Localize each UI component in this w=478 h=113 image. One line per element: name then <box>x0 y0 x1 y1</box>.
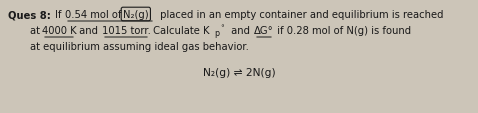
Text: Calculate K: Calculate K <box>150 26 209 36</box>
Text: °: ° <box>220 25 224 31</box>
Text: N₂(g): N₂(g) <box>123 10 149 20</box>
Text: N₂(g) ⇌ 2N(g): N₂(g) ⇌ 2N(g) <box>203 67 275 77</box>
Text: and: and <box>228 26 253 36</box>
Text: 1015 torr.: 1015 torr. <box>102 26 151 36</box>
Text: p: p <box>214 29 219 38</box>
Text: If: If <box>55 10 65 20</box>
Text: if 0.28 mol of N(g) is found: if 0.28 mol of N(g) is found <box>274 26 411 36</box>
Text: at: at <box>30 26 43 36</box>
Text: 4000 K: 4000 K <box>42 26 76 36</box>
Text: ΔG°: ΔG° <box>254 26 274 36</box>
Text: and: and <box>76 26 101 36</box>
Text: Ques 8:: Ques 8: <box>8 10 54 20</box>
Text: at equilibrium assuming ideal gas behavior.: at equilibrium assuming ideal gas behavi… <box>30 42 249 52</box>
Text: placed in an empty container and equilibrium is reached: placed in an empty container and equilib… <box>157 10 444 20</box>
Text: 0.54 mol of: 0.54 mol of <box>65 10 125 20</box>
